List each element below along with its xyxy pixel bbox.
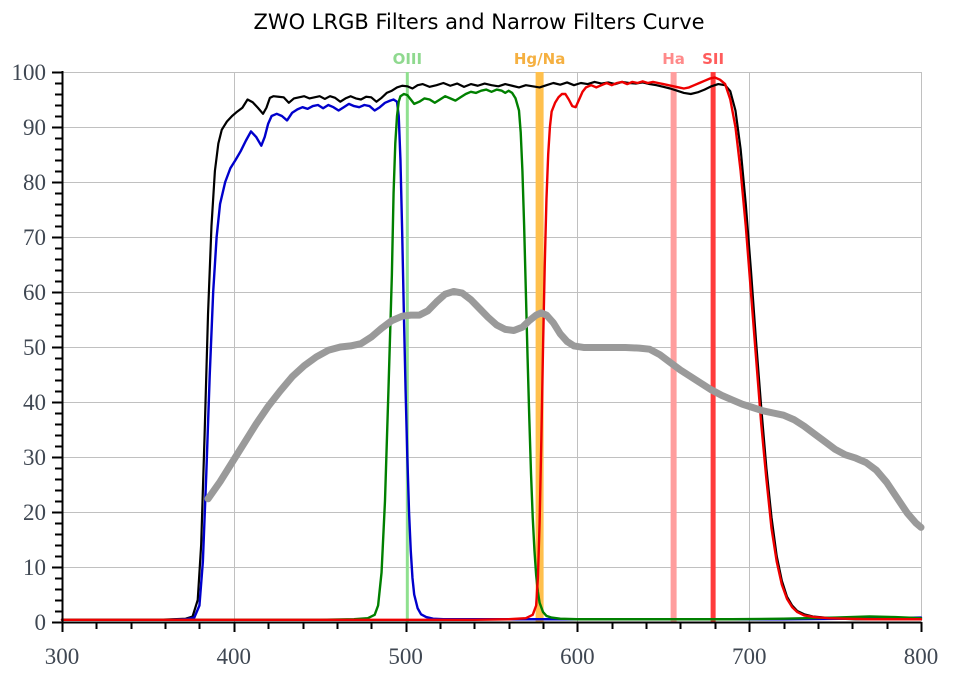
- annotation-label-oiii: OIII: [393, 50, 423, 68]
- x-tick-label: 700: [732, 644, 767, 669]
- x-tick-label: 800: [904, 644, 939, 669]
- y-tick-label: 80: [23, 170, 46, 195]
- grid-layer: [62, 72, 922, 622]
- x-tick-label: 500: [388, 644, 423, 669]
- y-tick-label: 0: [35, 610, 47, 635]
- series-red: [60, 76, 923, 621]
- y-tick-label: 40: [23, 390, 46, 415]
- series-layer: [60, 76, 925, 621]
- y-tick-label: 70: [23, 225, 46, 250]
- y-tick-label: 50: [23, 335, 46, 360]
- x-tick-label: 400: [217, 644, 252, 669]
- annotation-label-sii: SII: [702, 50, 724, 68]
- y-tick-label: 20: [23, 500, 46, 525]
- chart-title: ZWO LRGB Filters and Narrow Filters Curv…: [253, 10, 705, 34]
- series-sensor-qe: [204, 287, 925, 531]
- y-tick-label: 30: [23, 445, 46, 470]
- series-green: [60, 88, 923, 621]
- annotation-label-hg-na: Hg/Na: [514, 50, 565, 68]
- y-tick-label: 60: [23, 280, 46, 305]
- annotation-label-ha: Ha: [662, 50, 685, 68]
- y-tick-label: 100: [12, 60, 47, 85]
- y-tick-label: 10: [23, 555, 46, 580]
- tick-labels: 0 10 20 30 40 50 60 70 80 90 100 300 400 500 600 700 800: [12, 60, 939, 669]
- annotation-labels: OIII Hg/Na Ha SII: [393, 50, 725, 68]
- series-luminance: [60, 80, 923, 621]
- x-tick-label: 600: [560, 644, 595, 669]
- x-tick-label: 300: [45, 644, 80, 669]
- axis-layer: [52, 71, 923, 632]
- series-blue: [60, 98, 923, 621]
- y-tick-label: 90: [23, 115, 46, 140]
